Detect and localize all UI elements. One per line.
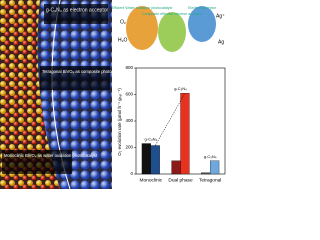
scheme: Efficient Water oxidation photocatalyst … [112,6,225,52]
x-tick-label: Monoclinic [139,177,162,183]
sphere-label: Composite effective electron acceptor [142,12,203,16]
bar-annotation: g-C₃N₄ [204,154,217,159]
bar-chart: 0 200 400 600 800 Monoclinic g-C₃N₄ Dual phase g… [125,65,226,183]
species: Ag⁺ [216,13,225,19]
species: H₂O [118,37,128,43]
bar [150,145,160,175]
species: O₂ [120,19,126,25]
bar [171,160,181,175]
sphere-label: Electron acceptor [188,6,217,10]
trend-dash [155,93,186,146]
y-axis-label: O₂ evolution rate (μmol h⁻¹ gₙₐₜ⁻¹) [117,88,122,156]
bar [141,143,151,175]
x-tick-label: Dual phase [168,177,193,183]
x-tick-label: Tetragonal [199,177,221,183]
y-tick-label: 600 [125,92,133,97]
bar [210,160,220,175]
bar [201,172,211,175]
bar [180,93,190,175]
species: Ag [218,39,224,45]
bar-annotation: g-C₃N₄ [174,86,187,91]
y-tick-label: 0 [130,171,133,176]
sphere-label: Efficient Water oxidation photocatalyst [112,6,173,10]
panel-label: Monoclinic BiVO₄ as water oxidation phot… [4,153,98,158]
y-tick-label: 800 [125,65,133,70]
figure: g-C₃N₄ as electron acceptor Tetragonal B… [0,0,226,190]
molecular-render: g-C₃N₄ as electron acceptor Tetragonal B… [0,0,149,190]
y-tick-label: 200 [125,145,133,150]
bar-annotation: g-C₃N₄ [145,137,158,142]
panel-label: Tetragonal BiVO₄ as composite photocatal… [42,69,149,74]
page: g-C₃N₄ as electron acceptor Tetragonal B… [0,0,226,190]
y-tick-label: 400 [125,118,133,123]
panel-label: g-C₃N₄ as electron acceptor [46,7,108,13]
